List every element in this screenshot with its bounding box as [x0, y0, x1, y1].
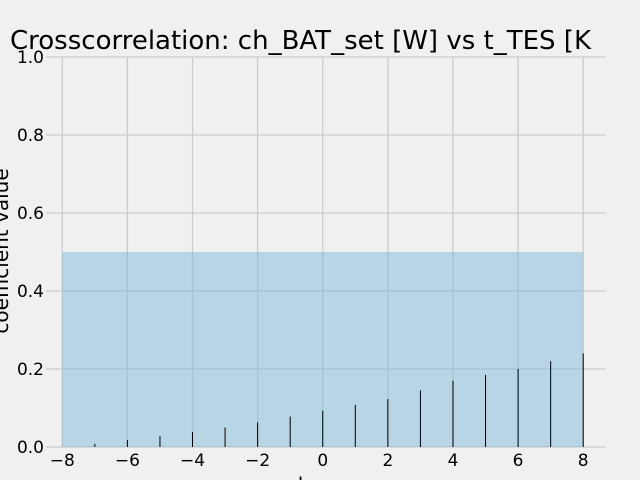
x-tick-label: 8: [578, 451, 589, 471]
y-tick-label: 0.4: [17, 282, 44, 302]
y-tick-label: 0.2: [17, 360, 44, 380]
chart-title: Crosscorrelation: ch_BAT_set [W] vs t_TE…: [10, 26, 592, 56]
x-tick-label: 4: [448, 451, 459, 471]
x-axis-label: lag: [298, 473, 329, 480]
y-tick-label: 1.0: [17, 48, 44, 68]
x-tick-label: −8: [50, 451, 75, 471]
y-tick-label: 0.0: [17, 438, 44, 458]
x-tick-label: 0: [317, 451, 328, 471]
y-tick-label: 0.6: [17, 204, 44, 224]
x-tick-labels: −8 −6 −4 −2 0 2 4 6 8: [50, 451, 589, 471]
y-tick-label: 0.8: [17, 126, 44, 146]
x-tick-label: 2: [382, 451, 393, 471]
y-tick-labels: 0.0 0.2 0.4 0.6 0.8 1.0: [17, 48, 44, 458]
stems: [94, 353, 584, 447]
x-tick-label: 6: [513, 451, 524, 471]
x-tick-label: −4: [180, 451, 205, 471]
y-axis-label: coefficient value: [0, 168, 13, 333]
x-tick-label: −6: [115, 451, 140, 471]
x-tick-label: −2: [245, 451, 270, 471]
